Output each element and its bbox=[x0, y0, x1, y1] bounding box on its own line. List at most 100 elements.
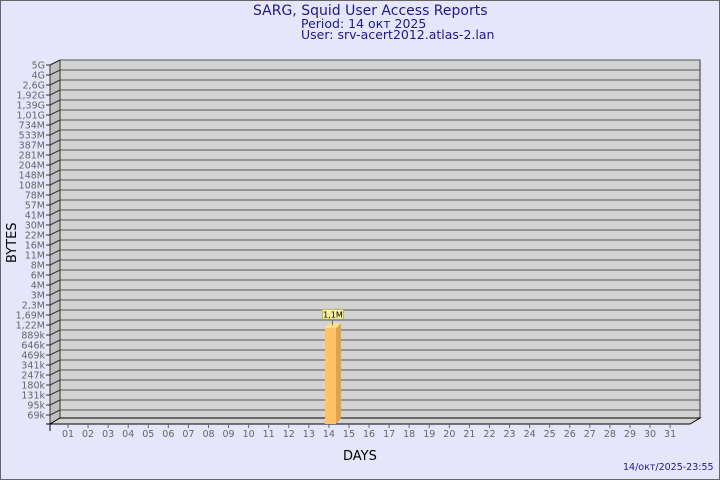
y-tick-diagonal bbox=[49, 329, 61, 336]
back-wall bbox=[59, 59, 701, 419]
y-tick-diagonal bbox=[49, 179, 61, 186]
y-tick-label: 16M bbox=[25, 241, 45, 252]
y-tick-diagonal bbox=[49, 279, 61, 286]
x-tick-label: 07 bbox=[182, 429, 194, 440]
x-tick-label: 23 bbox=[503, 429, 515, 440]
bar-day-14 bbox=[324, 328, 336, 424]
y-tick-label: 41M bbox=[25, 211, 45, 222]
y-tick-label: 247k bbox=[21, 371, 45, 382]
y-tick-diagonal bbox=[49, 119, 61, 126]
x-tick-label: 30 bbox=[644, 429, 656, 440]
y-tick-diagonal bbox=[49, 309, 61, 316]
generated-timestamp: 14/окт/2025-23:55 bbox=[623, 462, 714, 473]
x-tick-label: 10 bbox=[243, 429, 255, 440]
x-tick-label: 04 bbox=[122, 429, 134, 440]
y-tick-label: 108M bbox=[19, 181, 45, 192]
y-tick-label: 69k bbox=[27, 411, 45, 422]
x-tick-label: 17 bbox=[383, 429, 395, 440]
x-tick-label: 05 bbox=[142, 429, 154, 440]
y-tick-diagonal bbox=[49, 289, 61, 296]
y-tick-label: 78M bbox=[25, 191, 45, 202]
x-tick-label: 03 bbox=[102, 429, 114, 440]
y-tick-diagonal bbox=[49, 219, 61, 226]
y-tick-diagonal bbox=[49, 129, 61, 136]
x-tick-label: 21 bbox=[463, 429, 475, 440]
x-tick-label: 02 bbox=[82, 429, 94, 440]
floor bbox=[48, 417, 702, 425]
y-tick-diagonal bbox=[49, 149, 61, 156]
x-tick-label: 25 bbox=[544, 429, 556, 440]
y-tick-label: 2,3M bbox=[22, 301, 45, 312]
x-tick-label: 18 bbox=[403, 429, 415, 440]
x-tick-label: 29 bbox=[624, 429, 636, 440]
x-tick-label: 27 bbox=[584, 429, 596, 440]
y-tick-diagonal bbox=[49, 239, 61, 246]
y-tick-label: 469k bbox=[21, 351, 45, 362]
y-tick-label: 387M bbox=[19, 141, 45, 152]
x-tick-label: 22 bbox=[483, 429, 495, 440]
y-tick-diagonal bbox=[49, 209, 61, 216]
x-tick-label: 16 bbox=[363, 429, 375, 440]
x-tick-label: 11 bbox=[263, 429, 275, 440]
data-label: 1,1M bbox=[323, 310, 343, 319]
x-tick-label: 19 bbox=[423, 429, 435, 440]
y-tick-label: 22M bbox=[25, 231, 45, 242]
y-tick-label: 11M bbox=[25, 251, 45, 262]
y-tick-diagonal bbox=[49, 269, 61, 276]
y-tick-label: 95k bbox=[27, 401, 45, 412]
bar-top bbox=[324, 323, 341, 329]
y-tick-label: 57M bbox=[25, 201, 45, 212]
x-tick-label: 20 bbox=[443, 429, 455, 440]
y-tick-diagonal bbox=[49, 389, 61, 396]
y-tick-diagonal bbox=[49, 409, 61, 416]
report-period: Period: 14 окт 2025 bbox=[301, 16, 427, 31]
data-label-box bbox=[321, 308, 344, 320]
y-tick-label: 4G bbox=[32, 71, 45, 82]
x-tick-label: 08 bbox=[202, 429, 214, 440]
x-tick-label: 15 bbox=[343, 429, 355, 440]
y-tick-diagonal bbox=[49, 139, 61, 146]
x-tick-label: 14 bbox=[323, 429, 335, 440]
y-tick-diagonal bbox=[49, 399, 61, 406]
y-tick-label: 889k bbox=[21, 331, 45, 342]
y-tick-label: 1,22M bbox=[16, 321, 45, 332]
y-tick-diagonal bbox=[49, 79, 61, 86]
y-tick-diagonal bbox=[49, 349, 61, 356]
x-tick-label: 13 bbox=[303, 429, 315, 440]
y-tick-label: 6M bbox=[31, 271, 45, 282]
x-tick-label: 09 bbox=[223, 429, 235, 440]
report-user: User: srv-acert2012.atlas-2.lan bbox=[301, 27, 495, 42]
y-tick-diagonal bbox=[49, 369, 61, 376]
y-tick-diagonal bbox=[49, 229, 61, 236]
x-tick-label: 01 bbox=[62, 429, 74, 440]
y-tick-label: 131k bbox=[21, 391, 45, 402]
y-tick-label: 1,01G bbox=[16, 111, 45, 122]
y-tick-diagonal bbox=[49, 259, 61, 266]
y-tick-diagonal bbox=[49, 249, 61, 256]
y-tick-diagonal bbox=[49, 339, 61, 346]
y-tick-diagonal bbox=[49, 199, 61, 206]
y-tick-label: 533M bbox=[19, 131, 45, 142]
x-tick-label: 06 bbox=[162, 429, 174, 440]
x-tick-label: 31 bbox=[664, 429, 676, 440]
chart-title: SARG, Squid User Access Reports bbox=[253, 3, 488, 19]
y-tick-label: 4M bbox=[31, 281, 45, 292]
y-tick-diagonal bbox=[49, 379, 61, 386]
y-tick-label: 3M bbox=[31, 291, 45, 302]
y-tick-diagonal bbox=[49, 299, 61, 306]
x-tick-label: 28 bbox=[604, 429, 616, 440]
y-tick-diagonal bbox=[49, 59, 61, 66]
x-tick-label: 26 bbox=[564, 429, 576, 440]
y-tick-label: 341k bbox=[21, 361, 45, 372]
y-tick-label: 5G bbox=[32, 61, 45, 72]
y-tick-diagonal bbox=[49, 169, 61, 176]
y-tick-label: 148M bbox=[19, 171, 45, 182]
x-tick-label: 24 bbox=[524, 429, 536, 440]
y-tick-label: 734M bbox=[19, 121, 45, 132]
y-tick-label: 30M bbox=[25, 221, 45, 232]
y-tick-diagonal bbox=[49, 359, 61, 366]
x-axis-label: DAYS bbox=[343, 449, 377, 464]
x-tick-label: 12 bbox=[283, 429, 295, 440]
y-tick-label: 1,39G bbox=[16, 101, 45, 112]
